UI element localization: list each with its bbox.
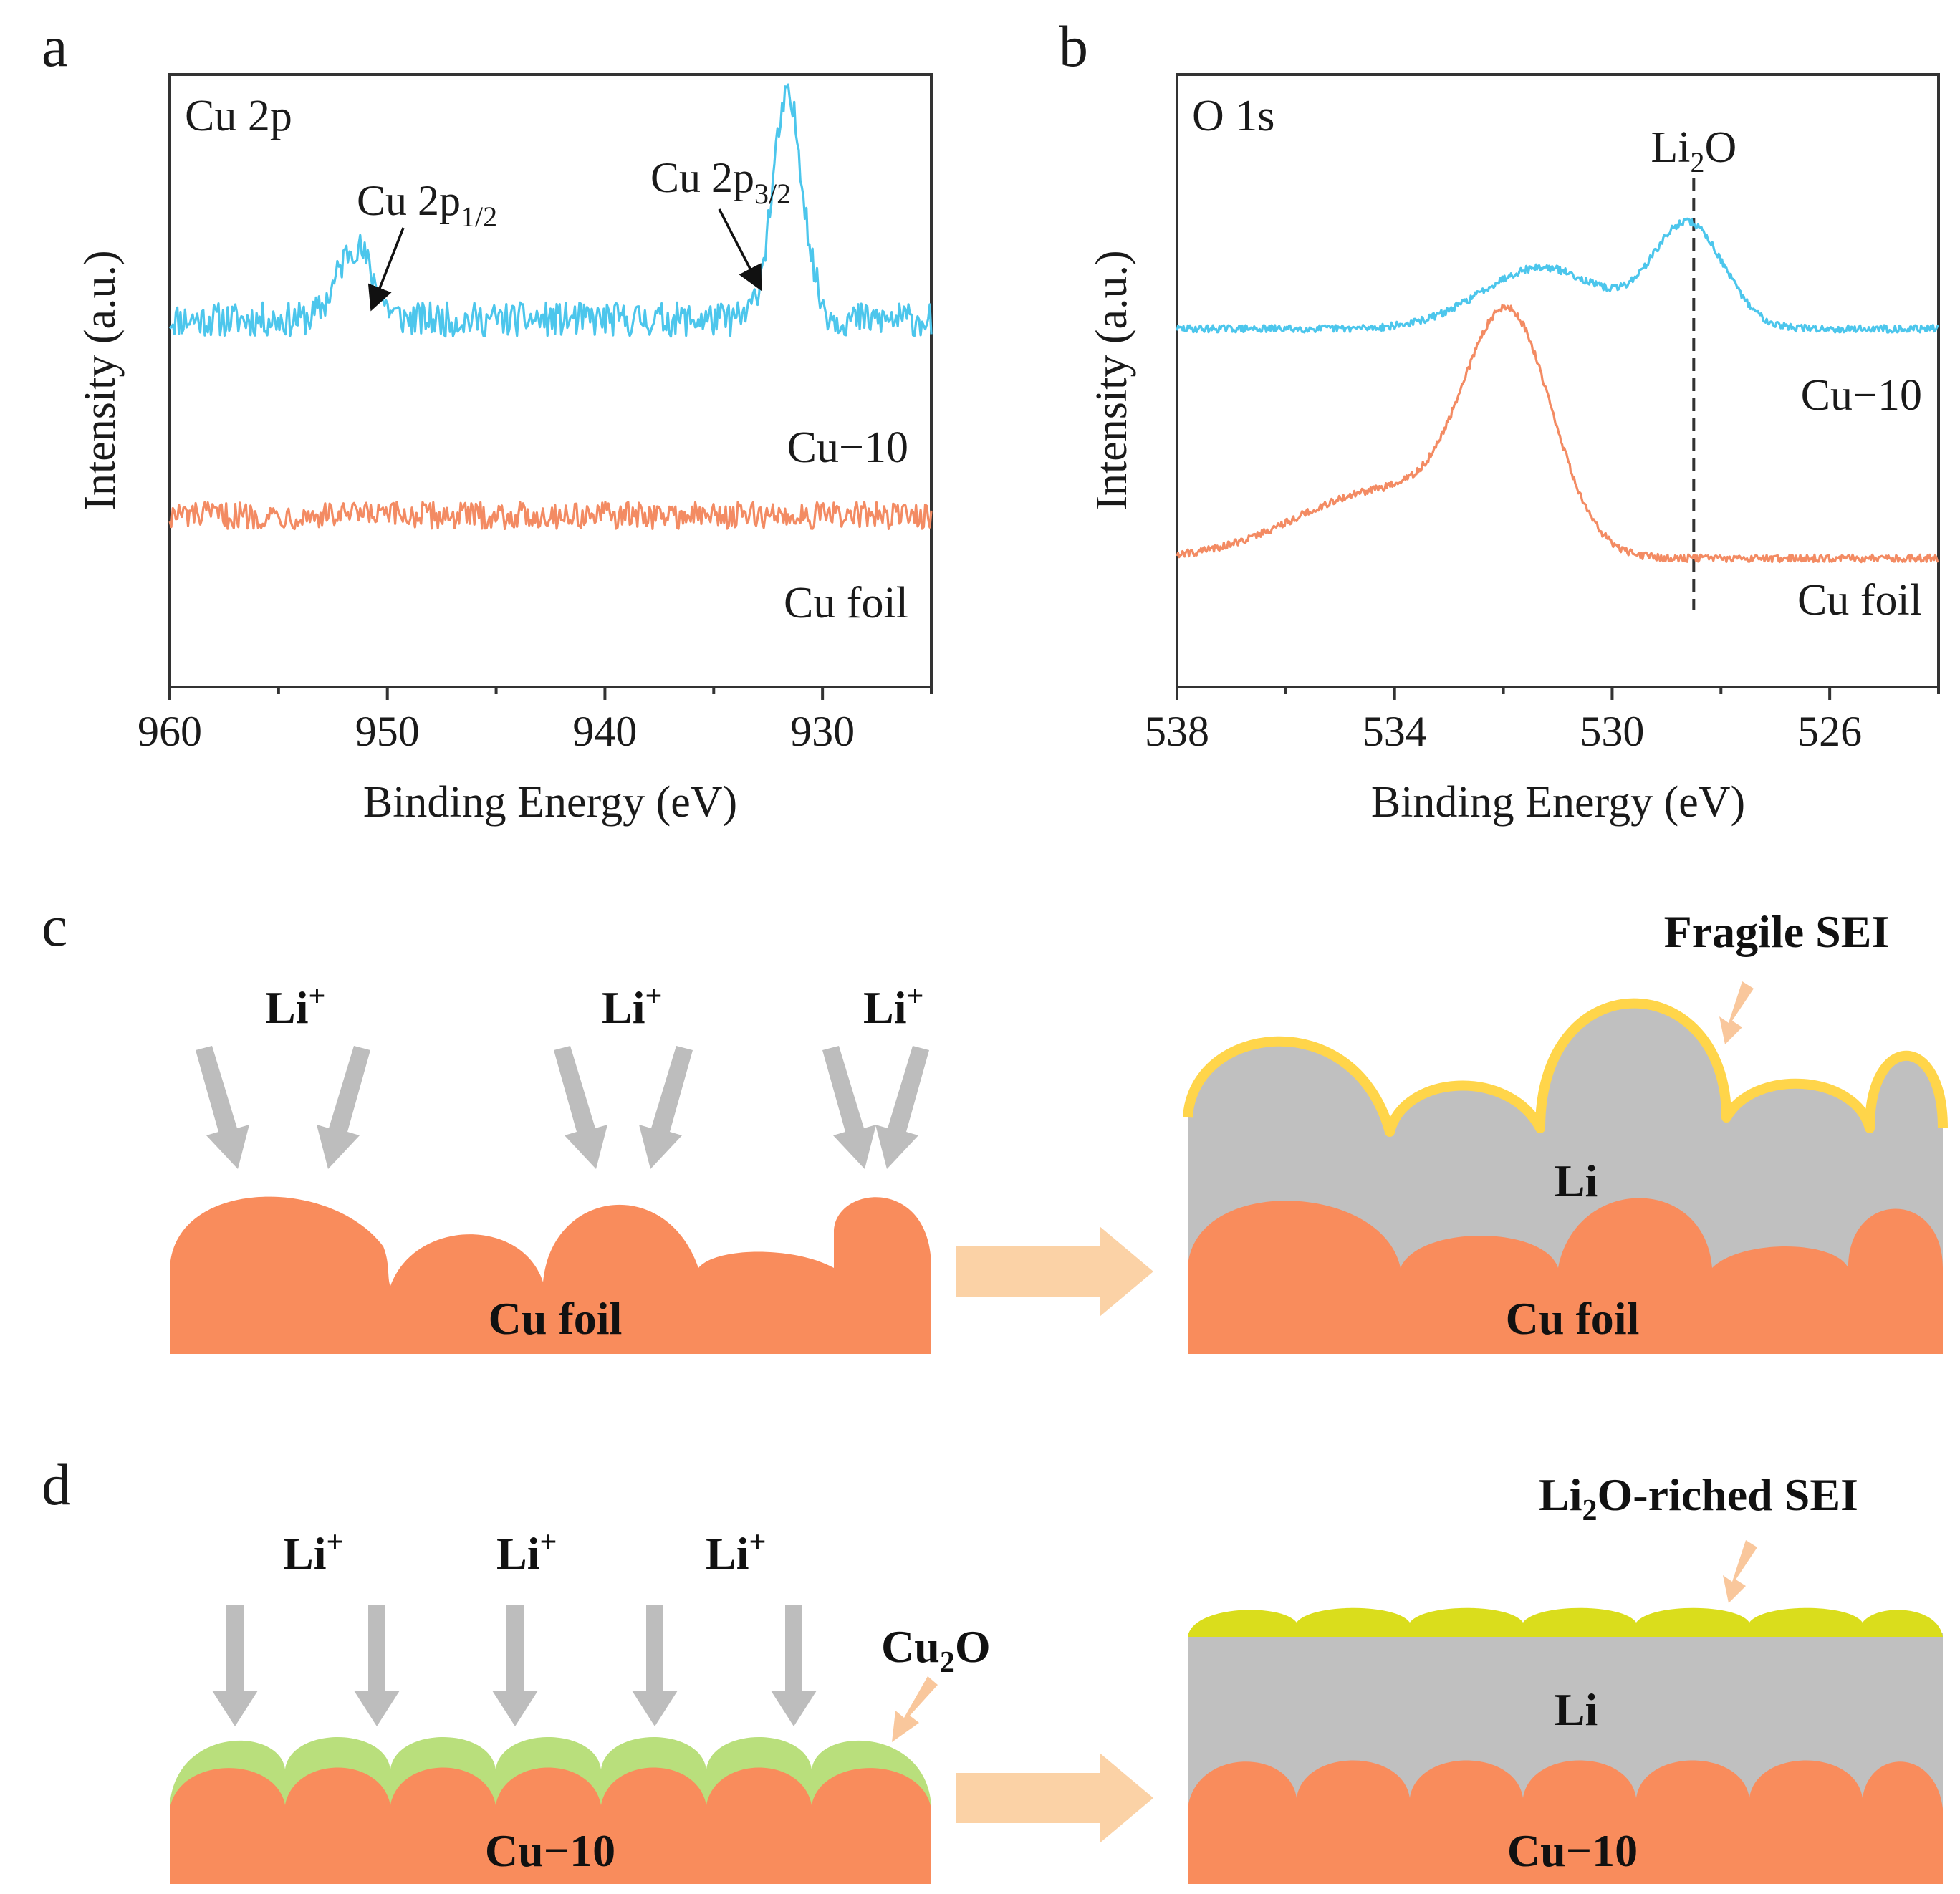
cu-foil-label: Cu foil [489,1293,623,1344]
li2o-sei-layer [1188,1607,1943,1637]
chart-b: 538 534 530 526 O 1s Binding Energy (eV) In… [1087,73,1940,827]
li-ion-label: Li+ [496,1526,557,1579]
li-ion-arrow [771,1605,817,1726]
cu-foil-substrate [170,1196,931,1354]
panel-label-c: c [42,893,67,958]
li-ion-label: Li+ [863,980,923,1033]
li-ion-arrows [212,1605,817,1726]
li-ion-arrow [212,1605,258,1726]
chart-a-ticks: 960 950 940 930 [138,687,933,755]
chart-b-series-cu-10 [1176,217,1940,334]
li-ion-arrow [822,1046,876,1169]
chart-a-x-tick-label: 930 [790,708,855,755]
li-ion-arrow [632,1605,678,1726]
chart-a-ylabel: Intensity (a.u.) [76,250,125,510]
cu-10-label: Cu−10 [1507,1825,1638,1876]
chart-b-x-tick-label: 538 [1145,708,1209,755]
li-ion-arrow [196,1046,249,1169]
chart-b-x-tick-label: 526 [1797,708,1862,755]
cu-10-label: Cu−10 [485,1825,615,1876]
li-ion-arrow [639,1046,693,1169]
li-label: Li [1555,1155,1598,1206]
panel-c: Li+ Li+ Li+ Cu foil Li Cu foil Fragile S… [170,906,1948,1354]
chart-b-legend-cufoil: Cu foil [1797,576,1922,625]
chart-b-x-tick-label: 530 [1580,708,1644,755]
li-ion-arrow [554,1046,607,1169]
chart-b-ylabel: Intensity (a.u.) [1087,250,1136,510]
li-ion-label: Li+ [602,980,662,1033]
chart-a: 960 950 940 930 Cu 2p Binding Energy (eV) I… [76,73,933,827]
chart-a-annotation-arrow-2p32 [718,208,762,292]
chart-a-annotation-2p32: Cu 2p3/2 [650,154,791,210]
cu-foil-substrate [1188,1198,1943,1354]
chart-b-x-tick-label: 534 [1363,708,1427,755]
process-arrow [956,1753,1153,1843]
cu-foil-label: Cu foil [1506,1293,1640,1344]
cu-10-substrate [170,1767,931,1884]
chart-a-frame [168,73,933,688]
fragile-sei-layer [1183,998,1948,1137]
panel-label-a: a [42,14,67,79]
li-ion-label: Li+ [706,1526,766,1579]
chart-a-series-cu-10 [168,83,933,338]
chart-a-x-tick-label: 940 [572,708,637,755]
cu2o-pointer-arrow [892,1676,938,1742]
chart-a-legend-cu10: Cu−10 [787,423,908,472]
chart-a-annotation-arrow-2p12 [368,227,405,312]
chart-a-x-tick-label: 950 [355,708,420,755]
chart-a-series-cu-foil [168,501,933,530]
chart-a-legend-cufoil: Cu foil [784,579,908,628]
chart-b-series [1176,217,1940,564]
chart-a-annotation-2p12: Cu 2p1/2 [357,177,497,233]
cu-10-substrate [1188,1760,1943,1884]
sei-pointer-arrow [1723,1540,1757,1603]
process-arrow [956,1226,1153,1317]
li-ion-arrow [317,1046,370,1169]
cu2o-label: Cu2O [881,1621,991,1679]
chart-b-xlabel: Binding Energy (eV) [1371,778,1745,827]
li-ion-arrow [492,1605,538,1726]
chart-b-legend-cu10: Cu−10 [1801,371,1922,420]
chart-a-title: Cu 2p [185,92,292,140]
panel-label-d: d [42,1452,71,1517]
li-ion-arrows [196,1046,929,1169]
chart-a-series [168,83,933,530]
li-label: Li [1555,1684,1598,1735]
li2o-sei-label: Li2O-riched SEI [1539,1469,1858,1527]
chart-b-ticks: 538 534 530 526 [1145,687,1940,755]
li-ion-arrow [354,1605,400,1726]
sei-pointer-arrow [1719,981,1754,1044]
li-ion-label: Li+ [283,1526,343,1579]
chart-a-xlabel: Binding Energy (eV) [363,778,737,827]
panel-d: Li+ Li+ Li+ Cu−10 Cu2O Li Cu−10 Li2O-ric… [170,1469,1943,1884]
chart-b-frame [1176,73,1940,688]
chart-a-x-tick-label: 960 [138,708,202,755]
chart-b-reference-label: Li2O [1651,123,1736,178]
chart-b-series-cu-foil [1176,304,1939,564]
panel-label-b: b [1059,14,1088,79]
chart-b-title: O 1s [1192,92,1274,140]
li-ion-label: Li+ [265,980,325,1033]
li-ion-arrow [875,1046,929,1169]
fragile-sei-label: Fragile SEI [1664,906,1890,957]
